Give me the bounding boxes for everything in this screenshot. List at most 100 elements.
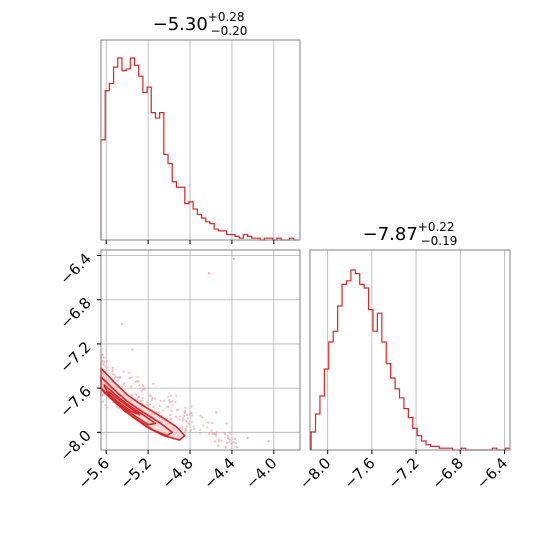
scatter-point [101,393,105,396]
scatter-point [141,388,145,391]
scatter-point [182,417,185,420]
scatter-point [115,405,119,408]
scatter-point [137,380,140,383]
joint-contour-level [103,384,157,426]
scatter-point [146,403,149,406]
scatter-point [190,429,193,432]
scatter-point [168,400,172,404]
scatter-point [235,446,238,449]
scatter-point [169,418,172,421]
scatter-point [170,394,173,398]
scatter-point [148,402,151,406]
scatter-outlier [232,257,236,260]
scatter-point [234,442,238,445]
scatter-point [187,422,190,425]
scatter-point [155,410,158,414]
scatter-point [199,414,202,417]
scatter-point [113,376,116,379]
scatter-point [138,384,141,387]
joint-y-tick-label: −6.4 [56,250,94,288]
scatter-point [233,437,237,440]
hist-param1-frame [100,39,301,241]
joint-contours [100,367,186,441]
scatter-point [116,379,119,382]
scatter-point [213,440,216,443]
scatter-point [224,433,227,436]
scatter-point [174,401,177,404]
scatter-point [181,426,184,429]
scatter-point [184,427,187,430]
scatter-point [228,441,231,444]
scatter-point [183,411,186,415]
scatter-point [157,411,160,414]
scatter-point [101,400,105,403]
scatter-point [190,405,193,408]
scatter-outlier [225,422,228,425]
scatter-point [211,432,214,435]
scatter-point [118,376,122,379]
scatter-point [105,360,109,363]
joint-contour-level [100,376,174,437]
scatter-point [102,363,105,366]
scatter-point [174,415,178,418]
scatter-point [224,445,227,448]
scatter-point [185,421,189,424]
scatter-point [193,427,196,431]
scatter-point [175,409,178,412]
scatter-point [210,421,214,425]
hist-param2-x-ticks: −8.0 −7.6 −7.2 −6.8 −6.4 [296,450,511,493]
scatter-point [186,417,189,420]
scatter-point [111,366,114,369]
scatter-point [184,429,187,432]
joint-x-tick-label: −5.6 [75,454,113,492]
scatter-point [182,414,186,417]
hist-param2-title: −7.87+0.22 −0.19 [363,220,458,248]
scatter-outlier [246,436,249,439]
scatter-point [201,415,204,419]
scatter-point [130,376,133,379]
scatter-point [226,434,230,438]
scatter-point [111,368,114,371]
scatter-point [141,383,144,386]
scatter-point [142,385,145,388]
scatter-point [153,397,156,400]
scatter-point [140,399,143,402]
scatter-point [199,431,202,435]
joint-x-tick-label: −4.4 [200,454,238,492]
hist-param1-grid [105,40,275,240]
hist-param1-title: −5.30+0.28 −0.20 [153,10,248,38]
scatter-point [232,441,235,444]
scatter-point [208,432,211,435]
hist-param1-ticks [105,240,275,244]
hist-param2-x-tick-label: −7.2 [384,454,422,492]
scatter-point [218,438,221,441]
hist-param2-x-tick-label: −7.6 [340,454,378,492]
scatter-point [175,394,178,397]
scatter-point [135,393,138,396]
scatter-point [113,373,116,376]
scatter-point [116,375,119,379]
scatter-point [130,385,133,388]
scatter-point [106,369,110,372]
scatter-point [140,389,143,393]
scatter-point [170,400,174,403]
scatter-point [166,405,169,408]
joint-contour-level [107,390,141,416]
hist-param2-grid [327,250,505,450]
joint-y-tick-label: −6.8 [56,294,94,332]
scatter-point [106,366,109,369]
hist-param2-panel: −8.0 −7.6 −7.2 −6.8 −6.4 −7.87+0.22 −0.19 [296,220,511,493]
scatter-point [102,356,105,359]
scatter-point [158,405,161,408]
scatter-point [190,420,194,423]
scatter-point [178,418,181,421]
scatter-point [183,409,186,413]
scatter-point [169,414,172,417]
scatter-point [206,426,209,429]
scatter-point [215,431,219,434]
scatter-point [167,395,170,398]
scatter-point [228,438,232,441]
scatter-point [170,409,173,412]
